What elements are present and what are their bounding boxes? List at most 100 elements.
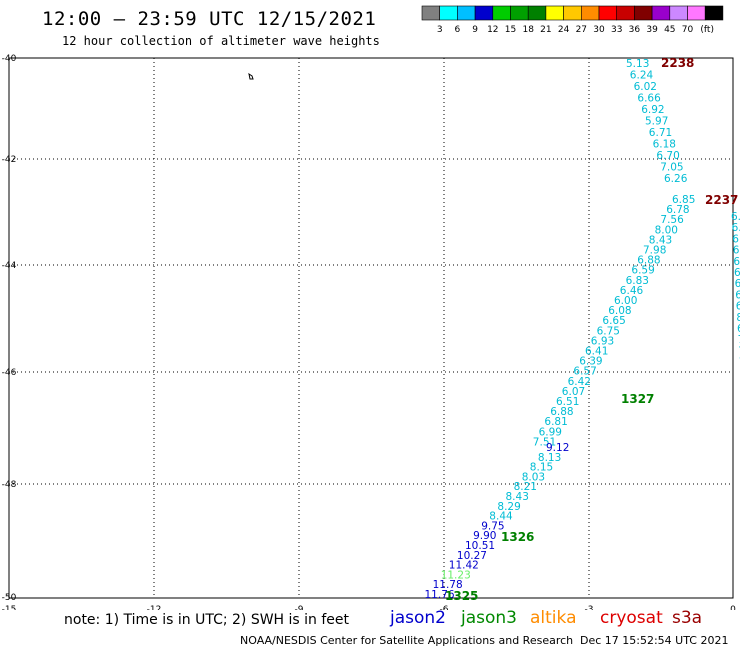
wave-height-label: 7.98 (643, 245, 666, 257)
colorbar-label: 24 (558, 25, 570, 35)
wave-height-label: 5.13 (626, 58, 649, 70)
wave-height-label: 10.27 (457, 550, 487, 562)
wave-height-label: 7.51 (533, 436, 556, 448)
colorbar-label: 27 (576, 25, 587, 35)
y-tick-label: -40 (2, 54, 17, 64)
wave-height-label: 7.56 (660, 214, 684, 226)
wave-height-label: 6.55 (736, 301, 740, 313)
colorbar-label: 36 (629, 25, 641, 35)
colorbar-swatch (704, 5, 724, 21)
colorbar-label: 39 (646, 25, 658, 35)
wave-height-label: 6.65 (602, 315, 625, 327)
wave-height-label: 6.64 (735, 289, 740, 301)
satellite-altika-label: altika (530, 608, 577, 628)
wave-height-label: 6.18 (653, 139, 676, 151)
colorbar-label: 12 (487, 25, 498, 35)
wave-height-label: 9.75 (481, 520, 504, 532)
pass-id-label: 2237 (705, 193, 738, 207)
colorbar-label: 15 (505, 25, 516, 35)
island-outline (248, 72, 254, 80)
page-title: 12:00 – 23:59 UTC 12/15/2021 (42, 8, 377, 30)
wave-height-label: 6.51 (735, 278, 740, 290)
wave-height-label: 6.69 (734, 267, 740, 279)
satellite-cryosat-label: cryosat (600, 608, 663, 628)
credit-text: NOAA/NESDIS Center for Satellite Applica… (240, 634, 574, 647)
wave-height-label: 11.78 (433, 579, 463, 591)
colorbar-label: 30 (593, 25, 605, 35)
wave-height-label: 8.43 (649, 234, 672, 246)
pass-id-label: 1325 (445, 589, 478, 603)
wave-height-label: 6.59 (631, 265, 654, 277)
pass-id-label: 1327 (621, 392, 654, 406)
wave-height-label: 8.13 (538, 452, 561, 464)
wave-height-label: 6.93 (591, 335, 614, 347)
wave-height-map: -12 -9 -6 -3 0-40-42-44-46-48-50-155.136.246… (2, 54, 740, 610)
wave-height-label: 8.21 (514, 481, 537, 493)
y-tick-label: -48 (2, 480, 17, 490)
wave-height-label: 6.41 (585, 346, 608, 358)
wave-height-label: 6.39 (579, 356, 602, 368)
wave-height-label: 6.26 (664, 173, 688, 185)
pass-id-label: 2238 (661, 56, 694, 70)
wave-height-label: 6.88 (637, 255, 660, 267)
wave-height-label: 6.07 (562, 386, 585, 398)
satellite-s3a-label: s3a (672, 608, 703, 628)
colorbar-label: 9 (472, 25, 478, 35)
wave-height-label: 11.23 (441, 569, 471, 581)
colorbar-label: 3 (437, 25, 443, 35)
colorbar-label: 21 (540, 25, 551, 35)
wave-height-label: 6.07 (732, 233, 740, 245)
wave-height-label: 6.46 (620, 285, 644, 297)
map-frame (8, 57, 734, 599)
wave-height-label: 6.4 (731, 211, 740, 223)
y-tick-label: -46 (2, 368, 17, 378)
wave-height-label: 11.76 (425, 589, 455, 601)
wave-height-label: 6.4 (732, 222, 740, 234)
page-subtitle: 12 hour collection of altimeter wave hei… (62, 34, 380, 48)
x-tick-label: -6 (440, 605, 449, 610)
wave-height-label: 7. (739, 357, 740, 369)
wave-height-label: 6.70 (656, 150, 679, 162)
wave-height-label: 6.71 (649, 127, 672, 139)
timestamp-text: Dec 17 15:52:54 UTC 2021 (580, 634, 729, 647)
x-tick-label: -3 (585, 605, 594, 610)
wave-height-label: 7.38 (738, 334, 740, 346)
wave-height-label: 6.02 (634, 81, 657, 93)
colorbar-label: 70 (682, 25, 694, 35)
satellite-jason3-label: jason3 (461, 608, 517, 628)
wave-height-label: 6.51 (556, 396, 579, 408)
footer-note: note: 1) Time is in UTC; 2) SWH is in fe… (64, 612, 350, 628)
y-tick-label: -50 (2, 593, 17, 603)
colorbar-label: 33 (611, 25, 622, 35)
wave-height-label: 8.44 (489, 511, 513, 523)
wave-height-label: 8.29 (497, 501, 520, 513)
wave-height-label: 6.89 (737, 323, 740, 335)
corner-tick-label: -15 (2, 605, 17, 610)
wave-height-label: 8.43 (506, 491, 529, 503)
y-tick-label: -44 (2, 261, 17, 271)
pass-id-label: 1326 (501, 530, 534, 544)
wave-height-label: 6.66 (637, 93, 661, 105)
wave-height-label: 6.81 (544, 416, 567, 428)
wave-height-label: 6.00 (614, 295, 637, 307)
wave-height-label: 10.51 (465, 540, 495, 552)
wave-height-label: 6.17 (733, 256, 740, 268)
wave-height-label: 8.00 (736, 312, 740, 324)
wave-height-label: 7.1 (738, 345, 740, 357)
x-tick-label: -12 (147, 605, 162, 610)
wave-height-label: 6.24 (630, 70, 654, 82)
color-scale-legend: 3 6 9 12 15 18 21 24 27 30 33 36 39 45 70 (ft) (421, 5, 724, 35)
wave-height-label: 8.00 (655, 224, 678, 236)
wave-height-label: 6.57 (573, 366, 596, 378)
wave-height-label: 5.97 (645, 116, 668, 128)
wave-height-label: 6.92 (641, 104, 664, 116)
wave-height-label: 6.83 (626, 275, 649, 287)
wave-height-label: 6.78 (666, 204, 689, 216)
satellite-jason2-label: jason2 (390, 608, 446, 628)
wave-height-label: 6.88 (550, 406, 573, 418)
wave-height-label: 6.67 (733, 245, 740, 257)
colorbar-unit: (ft) (700, 25, 714, 35)
wave-height-label: 9.90 (473, 530, 496, 542)
wave-height-label: 6.42 (568, 376, 591, 388)
